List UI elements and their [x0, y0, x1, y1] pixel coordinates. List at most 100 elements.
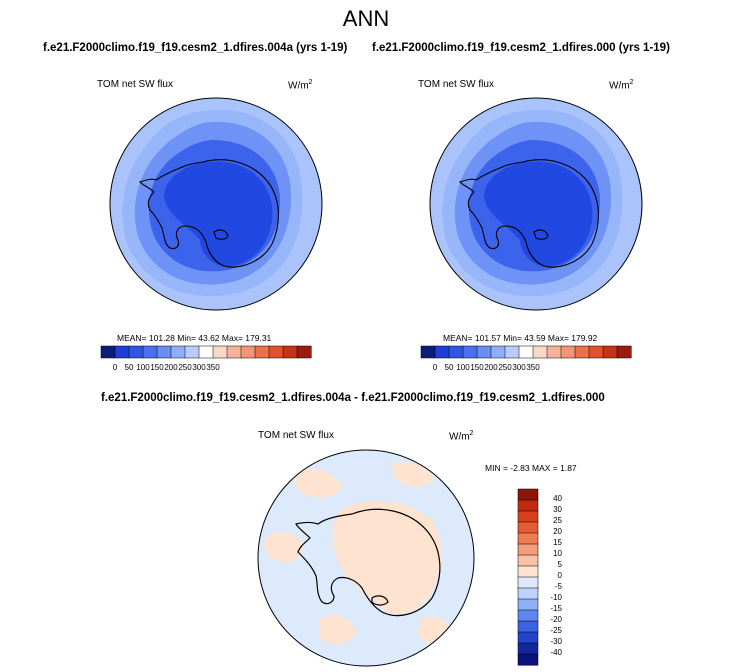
- panel-3-colorbar-ticks: 40 30 25 20 15 10 5 0 -5 -10 -15 -20 -25 -30 -40: [540, 489, 570, 665]
- panel-3-colorbar-tick-label: -40: [550, 648, 562, 657]
- panel-1-colorbar-swatch: [170, 345, 186, 359]
- panel-1-colorbar-tick-label: 200: [164, 363, 178, 372]
- panel-2-variable-label: TOM net SW flux: [418, 79, 494, 90]
- panel-3-colorbar-tick-label: 10: [553, 549, 562, 558]
- panel-3-case-title: f.e21.F2000climo.f19_f19.cesm2_1.dfires.…: [101, 392, 605, 404]
- panel-3-stats: MIN = -2.83 MAX = 1.87: [485, 463, 577, 473]
- panel-2-units: W/m2: [609, 79, 634, 92]
- panel-2-colorbar-swatch: [560, 345, 576, 359]
- panel-1-colorbar-tick-label: 300: [192, 363, 206, 372]
- panel-2-colorbar-swatch: [462, 345, 478, 359]
- panel-3-colorbar-tick-label: -5: [554, 582, 562, 591]
- panel-3-colorbar-swatch: [517, 631, 539, 644]
- panel-2-map-border: [429, 97, 643, 311]
- panel-3-colorbar-swatch: [517, 653, 539, 666]
- panel-2-colorbar-swatch: [504, 345, 520, 359]
- panel-3-colorbar-swatch: [517, 532, 539, 545]
- panel-2-colorbar-swatch: [448, 345, 464, 359]
- panel-3-colorbar-swatch: [517, 565, 539, 578]
- panel-3-colorbar-swatch: [517, 598, 539, 611]
- panel-2-colorbar-swatch: [616, 345, 632, 359]
- panel-2-coastline: [458, 159, 599, 268]
- figure-title: ANN: [342, 6, 390, 31]
- panel-3-field-patch-3: [264, 532, 304, 563]
- panel-1-field-land: [164, 161, 273, 267]
- panel-3-colorbar-swatch: [517, 576, 539, 589]
- panel-2-colorbar-ticks: 0 50 100 150 200 250 300 350: [421, 363, 631, 375]
- panel-3-colorbar-tick-label: 30: [553, 505, 562, 514]
- panel-1-colorbar-tick-label: 100: [136, 363, 150, 372]
- panel-1-colorbar-swatch: [212, 345, 228, 359]
- panel-3-colorbar-swatch: [517, 543, 539, 556]
- panel-1-colorbar-swatch: [254, 345, 270, 359]
- panel-2-colorbar-swatch: [546, 345, 562, 359]
- panel-1-colorbar-swatch: [100, 345, 116, 359]
- panel-1-colorbar-tick-label: 350: [206, 363, 220, 372]
- panel-3-colorbar-swatch: [517, 609, 539, 622]
- panel-3-variable-label: TOM net SW flux: [258, 430, 334, 441]
- panel-1-units: W/m2: [288, 79, 313, 92]
- panel-3-colorbar-tick-label: -25: [550, 626, 562, 635]
- panel-2-colorbar-swatch: [532, 345, 548, 359]
- panel-3-field-patch-2: [295, 468, 342, 498]
- panel-3-field-patch-1: [332, 500, 442, 616]
- panel-1-colorbar-swatch: [142, 345, 158, 359]
- panel-2-colorbar-swatch: [518, 345, 534, 359]
- panel-3-colorbar-tick-label: 5: [557, 560, 562, 569]
- panel-1-colorbar-swatch: [198, 345, 214, 359]
- panel-3-colorbar-tick-label: 40: [553, 494, 562, 503]
- panel-1-colorbar-tick-label: 0: [112, 363, 118, 372]
- panel-2-colorbar-swatch: [490, 345, 506, 359]
- panel-1-colorbar: [100, 345, 312, 359]
- panel-2-colorbar: [420, 345, 632, 359]
- panel-3-colorbar-tick-label: -30: [550, 637, 562, 646]
- panel-3-colorbar-swatch: [517, 642, 539, 655]
- panel-2-field-land: [484, 161, 593, 267]
- panel-3-colorbar-swatch: [517, 499, 539, 512]
- panel-3-colorbar-tick-label: 0: [557, 571, 562, 580]
- panel-2-colorbar-swatch: [588, 345, 604, 359]
- panel-3-colorbar-tick-label: 25: [553, 516, 562, 525]
- panel-3-colorbar-swatch: [517, 587, 539, 600]
- panel-1-colorbar-swatch: [268, 345, 284, 359]
- panel-3-coastline: [295, 508, 441, 617]
- panel-1-colorbar-swatch: [156, 345, 172, 359]
- panel-3-colorbar-swatch: [517, 521, 539, 534]
- panel-2-colorbar-swatch: [602, 345, 618, 359]
- panel-3-colorbar-tick-label: 15: [553, 538, 562, 547]
- panel-2-stats: MEAN= 101.57 Min= 43.59 Max= 179.92: [443, 333, 598, 343]
- panel-1-colorbar-swatch: [226, 345, 242, 359]
- panel-2-case-title: f.e21.F2000climo.f19_f19.cesm2_1.dfires.…: [372, 42, 670, 54]
- panel-2-colorbar-swatch: [574, 345, 590, 359]
- panel-1-colorbar-swatch: [282, 345, 298, 359]
- panel-3-colorbar: [517, 488, 539, 666]
- panel-2-colorbar-swatch: [434, 345, 450, 359]
- panel-3-map-border: [257, 449, 475, 667]
- panel-1-colorbar-swatch: [114, 345, 130, 359]
- panel-1-coastline: [138, 159, 279, 268]
- panel-1-colorbar-swatch: [240, 345, 256, 359]
- panel-3-field-patch-6: [392, 461, 434, 487]
- panel-1-stats: MEAN= 101.28 Min= 43.62 Max= 179.31: [117, 333, 272, 343]
- panel-3-colorbar-swatch: [517, 620, 539, 633]
- panel-3-colorbar-swatch: [517, 554, 539, 567]
- panel-2-colorbar-tick-label: 50: [444, 363, 454, 372]
- panel-2-colorbar-tick-label: 250: [498, 363, 512, 372]
- panel-1-variable-label: TOM net SW flux: [97, 79, 173, 90]
- panel-1-colorbar-swatch: [296, 345, 312, 359]
- panel-1-colorbar-tick-label: 250: [178, 363, 192, 372]
- panel-2-colorbar-tick-label: 300: [512, 363, 526, 372]
- panel-1-colorbar-swatch: [128, 345, 144, 359]
- panel-3-colorbar-swatch: [517, 488, 539, 501]
- panel-1-case-title: f.e21.F2000climo.f19_f19.cesm2_1.dfires.…: [43, 42, 348, 54]
- panel-1-colorbar-tick-label: 50: [124, 363, 134, 372]
- panel-2-colorbar-tick-label: 150: [470, 363, 484, 372]
- panel-3-field-patch-4: [318, 615, 356, 645]
- panel-3-colorbar-tick-label: 20: [553, 527, 562, 536]
- panel-2-colorbar-swatch: [476, 345, 492, 359]
- panel-2-colorbar-tick-label: 0: [432, 363, 438, 372]
- panel-2-colorbar-tick-label: 200: [484, 363, 498, 372]
- panel-3-colorbar-tick-label: -10: [550, 593, 562, 602]
